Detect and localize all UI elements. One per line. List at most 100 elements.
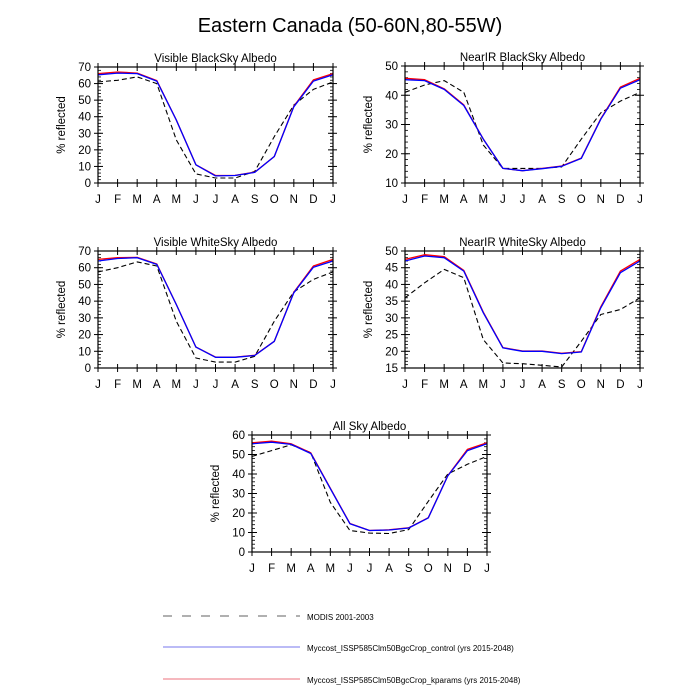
chart-1-xtick-label: F xyxy=(421,194,428,206)
chart-3-frame xyxy=(404,250,641,369)
chart-0-xtick-label: M xyxy=(172,194,182,206)
chart-4-xtick-label: F xyxy=(268,563,275,575)
chart-3-xtick-label: N xyxy=(597,379,605,391)
chart-0-xtick-label: N xyxy=(290,194,298,206)
chart-4-xtick-label: J xyxy=(367,563,373,575)
chart-0-series-1-line xyxy=(97,71,334,177)
chart-3-series-1-line xyxy=(404,254,641,354)
chart-2-ylabel: % reflected xyxy=(56,281,68,339)
chart-3-series-2-line xyxy=(404,255,641,355)
chart-2-xtick-label: A xyxy=(153,379,161,391)
chart-0-frame xyxy=(97,66,334,184)
chart-1-ytick-label: 30 xyxy=(385,120,398,132)
chart-0-title: Visible BlackSky Albedo xyxy=(154,53,277,65)
chart-1-xtick-label: M xyxy=(479,194,489,206)
chart-3-ytick-label: 45 xyxy=(385,263,398,275)
chart-2-xtick-label: J xyxy=(213,379,219,391)
chart-0-xtick-label: O xyxy=(270,194,279,206)
chart-4-series-2-line xyxy=(251,441,488,532)
chart-4-xtick-label: N xyxy=(444,563,452,575)
chart-1-frame xyxy=(404,65,641,184)
chart-0-ylabel: % reflected xyxy=(56,96,68,154)
chart-2-frame xyxy=(97,250,334,369)
chart-2-ytick-label: 20 xyxy=(78,330,91,342)
chart-2-series-1-line xyxy=(97,256,334,358)
panel-nearir-blacksky: NearIR BlackSky Albedo % reflected 10 20 30 4… xyxy=(363,52,644,206)
chart-1-series-0-line xyxy=(404,80,641,169)
chart-4-ytick-label: 10 xyxy=(232,528,245,540)
legend: MODIS 2001-2003 Myccost_ISSP585Clm50BgcC… xyxy=(163,613,521,685)
chart-2-ytick-label: 50 xyxy=(78,279,91,291)
chart-0-ytick-label: 60 xyxy=(78,79,91,91)
chart-1-xtick-label: M xyxy=(439,194,449,206)
chart-1-ytick-label: 20 xyxy=(385,149,398,161)
chart-1-xtick-label: N xyxy=(597,194,605,206)
chart-2-ytick-label: 10 xyxy=(78,346,91,358)
chart-1-ytick-label: 40 xyxy=(385,90,398,102)
chart-3-ytick-label: 25 xyxy=(385,330,398,342)
chart-3-ytick-label: 50 xyxy=(385,246,398,258)
chart-2-xtick-label: S xyxy=(251,379,259,391)
chart-0-xtick-label: J xyxy=(193,194,199,206)
chart-0-xtick-label: D xyxy=(309,194,317,206)
chart-4-xtick-label: A xyxy=(385,563,393,575)
chart-4-series-1-line xyxy=(251,440,488,532)
chart-2-xtick-label: A xyxy=(231,379,239,391)
chart-4-xtick-label: M xyxy=(326,563,336,575)
chart-2-xtick-label: J xyxy=(193,379,199,391)
chart-1-ytick-label: 10 xyxy=(385,178,398,190)
chart-3-ytick-label: 40 xyxy=(385,279,398,291)
chart-4-xtick-label: O xyxy=(424,563,433,575)
chart-1-xtick-label: A xyxy=(538,194,546,206)
panel-all-sky: All Sky Albedo % reflected 0 10 20 30 40 50 60 J F… xyxy=(210,421,491,575)
chart-0-ytick-label: 30 xyxy=(78,128,91,140)
chart-0-xtick-label: A xyxy=(231,194,239,206)
chart-4-frame xyxy=(251,434,488,553)
chart-4-ytick-label: 30 xyxy=(232,489,245,501)
chart-3-xtick-label: S xyxy=(558,379,566,391)
legend-label-modis: MODIS 2001-2003 xyxy=(307,613,374,622)
chart-2-xtick-label: D xyxy=(309,379,317,391)
chart-3-ytick-label: 30 xyxy=(385,313,398,325)
chart-4-xtick-label: M xyxy=(286,563,296,575)
chart-0-series-2-line xyxy=(97,72,334,177)
chart-0-xtick-label: J xyxy=(95,194,101,206)
chart-3-xtick-label: J xyxy=(402,379,408,391)
chart-0-ytick-label: 10 xyxy=(78,161,91,173)
panel-visible-whitesky: Visible WhiteSky Albedo % reflected 0 10 20 3… xyxy=(56,237,337,391)
chart-1-xtick-label: J xyxy=(637,194,643,206)
chart-1-xtick-label: J xyxy=(402,194,408,206)
chart-4-ytick-label: 0 xyxy=(239,547,245,559)
panel-nearir-whitesky: NearIR WhiteSky Albedo % reflected 15 20 25 3… xyxy=(363,237,644,391)
chart-3-xtick-label: O xyxy=(577,379,586,391)
chart-0-series-0-line xyxy=(97,76,334,179)
chart-4-ytick-label: 40 xyxy=(232,469,245,481)
chart-3-ytick-label: 20 xyxy=(385,346,398,358)
chart-3-xtick-label: A xyxy=(538,379,546,391)
chart-2-ytick-label: 30 xyxy=(78,313,91,325)
chart-4-ytick-label: 60 xyxy=(232,430,245,442)
chart-4-title: All Sky Albedo xyxy=(333,421,407,433)
chart-1-xtick-label: D xyxy=(616,194,624,206)
chart-2-ytick-label: 60 xyxy=(78,263,91,275)
chart-2-xtick-label: J xyxy=(330,379,336,391)
chart-4-xtick-label: J xyxy=(484,563,490,575)
chart-3-ytick-label: 15 xyxy=(385,363,398,375)
chart-0-ytick-label: 20 xyxy=(78,145,91,157)
chart-4-ytick-label: 20 xyxy=(232,508,245,520)
chart-1-xtick-label: O xyxy=(577,194,586,206)
chart-0-xtick-label: A xyxy=(153,194,161,206)
chart-3-xtick-label: J xyxy=(637,379,643,391)
legend-label-kparams: Myccost_ISSP585Clm50BgcCrop_kparams (yrs… xyxy=(307,676,521,685)
chart-2-xtick-label: N xyxy=(290,379,298,391)
chart-4-xtick-label: J xyxy=(347,563,353,575)
chart-1-ylabel: % reflected xyxy=(363,96,375,154)
chart-4-xtick-label: J xyxy=(249,563,255,575)
chart-3-xtick-label: M xyxy=(439,379,449,391)
chart-0-xtick-label: J xyxy=(213,194,219,206)
chart-3-xtick-label: J xyxy=(500,379,506,391)
chart-3-xtick-label: F xyxy=(421,379,428,391)
chart-0-ytick-label: 40 xyxy=(78,112,91,124)
chart-3-xtick-label: J xyxy=(520,379,526,391)
